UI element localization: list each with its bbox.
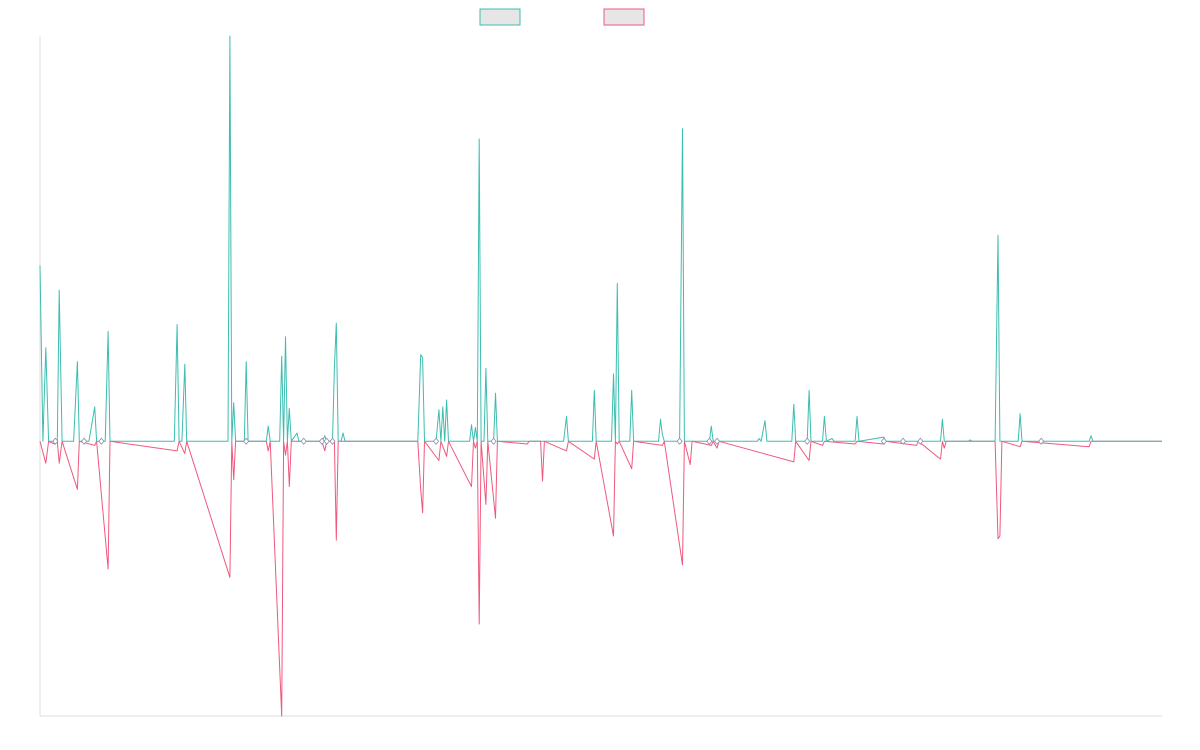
data-point-marker[interactable] bbox=[98, 437, 105, 445]
data-point-marker[interactable] bbox=[243, 437, 250, 445]
data-point-marker[interactable] bbox=[329, 437, 336, 445]
legend bbox=[479, 8, 645, 26]
plot-area bbox=[39, 35, 1162, 717]
data-point-marker[interactable] bbox=[917, 437, 924, 445]
data-point-marker[interactable] bbox=[81, 437, 88, 445]
data-point-marker[interactable] bbox=[804, 437, 811, 445]
data-point-marker[interactable] bbox=[1038, 437, 1045, 445]
data-point-marker[interactable] bbox=[318, 437, 325, 445]
data-point-marker[interactable] bbox=[880, 437, 887, 445]
data-point-marker[interactable] bbox=[433, 437, 440, 445]
data-point-marker[interactable] bbox=[300, 437, 307, 445]
series-b-line[interactable] bbox=[39, 440, 1162, 717]
data-point-marker[interactable] bbox=[706, 437, 713, 445]
data-point-marker[interactable] bbox=[714, 437, 721, 445]
data-point-marker[interactable] bbox=[676, 437, 683, 445]
data-point-marker[interactable] bbox=[900, 437, 907, 445]
series-a-line[interactable] bbox=[39, 35, 1162, 442]
legend-swatch-series-a[interactable] bbox=[479, 8, 521, 26]
legend-swatch-series-b[interactable] bbox=[603, 8, 645, 26]
data-point-marker[interactable] bbox=[490, 437, 497, 445]
data-point-marker[interactable] bbox=[323, 437, 330, 445]
data-point-marker[interactable] bbox=[52, 437, 59, 445]
